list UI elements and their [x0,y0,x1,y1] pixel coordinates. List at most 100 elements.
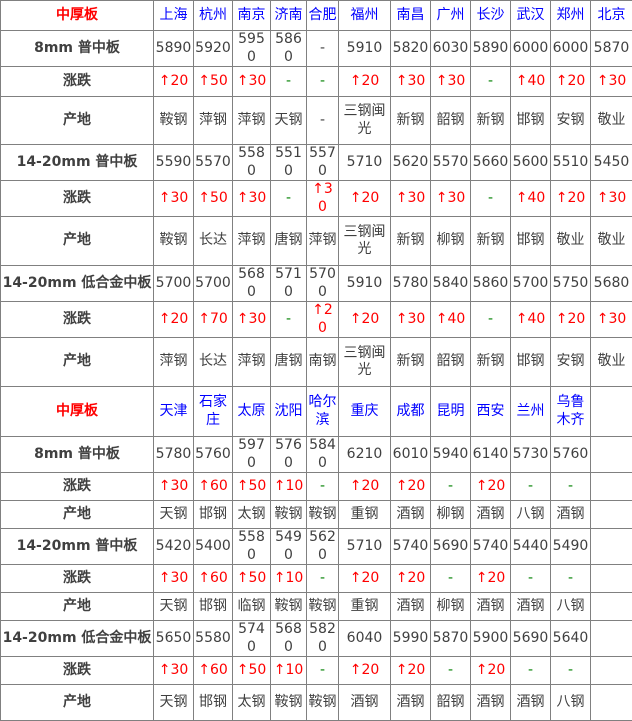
origin-cell: 鞍钢 [307,501,339,529]
origin-cell: 临钢 [233,593,271,621]
origin-cell: 邯钢 [511,97,551,145]
change-cell: ↑50 [233,565,271,593]
row-label-cell: 产地 [1,217,154,266]
price-cell: 5580 [233,145,271,181]
price-cell: 5860 [471,266,511,302]
change-cell: ↑60 [194,473,233,501]
city-header-cell: 南京 [233,1,271,31]
price-cell: 5580 [194,621,233,657]
city-header-cell: 南昌 [391,1,431,31]
price-cell: 5570 [431,145,471,181]
price-cell: 5420 [154,529,194,565]
price-cell: 5970 [233,437,271,473]
row-label-cell: 涨跌 [1,473,154,501]
origin-cell: 柳钢 [431,593,471,621]
price-cell: 5740 [391,529,431,565]
change-cell: ↑20 [471,473,511,501]
change-cell: ↑20 [307,302,339,338]
change-cell: ↑20 [391,657,431,685]
change-cell: ↑20 [391,473,431,501]
price-cell: 5820 [307,621,339,657]
price-cell: 5680 [271,621,307,657]
change-cell [591,565,632,593]
price-cell: 6030 [431,31,471,67]
price-cell: 5780 [391,266,431,302]
price-cell: 5490 [551,529,591,565]
city-header-cell: 西安 [471,387,511,437]
price-cell: 5450 [591,145,632,181]
price-cell: 5710 [339,529,391,565]
row-label-cell: 涨跌 [1,565,154,593]
price-cell: 5910 [339,31,391,67]
origin-cell [591,501,632,529]
price-cell: 5740 [233,621,271,657]
row-label-cell: 涨跌 [1,657,154,685]
city-header-cell: 长沙 [471,1,511,31]
price-cell: 5700 [194,266,233,302]
origin-cell [591,593,632,621]
change-cell: ↑30 [431,67,471,97]
change-cell: ↑30 [431,181,471,217]
change-row: 涨跌↑20↑70↑30-↑20↑20↑30↑40-↑40↑20↑30 [1,302,632,338]
row-label-cell: 产地 [1,97,154,145]
change-cell: ↑30 [591,67,632,97]
price-cell: 5700 [511,266,551,302]
change-cell: - [307,67,339,97]
origin-cell: 鞍钢 [271,501,307,529]
change-cell: ↑50 [194,181,233,217]
change-cell: - [551,565,591,593]
origin-cell: 萍钢 [233,97,271,145]
origin-cell: 敬业 [591,338,632,387]
price-cell: 5760 [551,437,591,473]
origin-cell: 邯钢 [511,217,551,266]
change-cell: - [471,302,511,338]
origin-cell: 新钢 [391,338,431,387]
origin-cell: 敬业 [551,217,591,266]
origin-cell: 三钢闽光 [339,338,391,387]
price-cell: - [307,31,339,67]
origin-cell: 天钢 [154,593,194,621]
price-cell [591,529,632,565]
row-label-cell: 8mm 普中板 [1,437,154,473]
change-cell: ↑20 [339,181,391,217]
city-header-cell: 合肥 [307,1,339,31]
price-cell: 5990 [391,621,431,657]
origin-cell: 酒钢 [339,685,391,721]
change-cell: ↑20 [551,181,591,217]
change-cell: ↑30 [154,657,194,685]
change-cell: - [307,565,339,593]
origin-cell: 鞍钢 [307,593,339,621]
price-cell: 5490 [271,529,307,565]
origin-cell: 三钢闽光 [339,217,391,266]
change-cell: ↑10 [271,657,307,685]
origin-cell: 酒钢 [511,685,551,721]
origin-cell: 邯钢 [511,338,551,387]
price-cell: 5600 [511,145,551,181]
change-cell: ↑30 [154,565,194,593]
price-cell: 5700 [154,266,194,302]
section-header-row: 中厚板天津石家庄太原沈阳哈尔滨重庆成都昆明西安兰州乌鲁木齐 [1,387,632,437]
price-cell: 5710 [271,266,307,302]
row-label-cell: 14-20mm 低合金中板 [1,266,154,302]
change-cell: ↑60 [194,657,233,685]
origin-cell: 酒钢 [511,593,551,621]
price-cell: 5570 [194,145,233,181]
origin-cell: 酒钢 [471,685,511,721]
change-row: 涨跌↑30↑60↑50↑10-↑20↑20-↑20-- [1,657,632,685]
city-header-cell: 乌鲁木齐 [551,387,591,437]
change-cell: - [307,657,339,685]
price-cell: 5570 [307,145,339,181]
origin-cell: 韶钢 [431,338,471,387]
origin-cell: 韶钢 [431,685,471,721]
price-cell: 5890 [471,31,511,67]
origin-cell: 天钢 [271,97,307,145]
origin-cell: 酒钢 [391,593,431,621]
origin-cell: 重钢 [339,501,391,529]
origin-cell [591,685,632,721]
price-cell: 5900 [471,621,511,657]
origin-row: 产地天钢邯钢太钢鞍钢鞍钢重钢酒钢柳钢酒钢八钢酒钢 [1,501,632,529]
